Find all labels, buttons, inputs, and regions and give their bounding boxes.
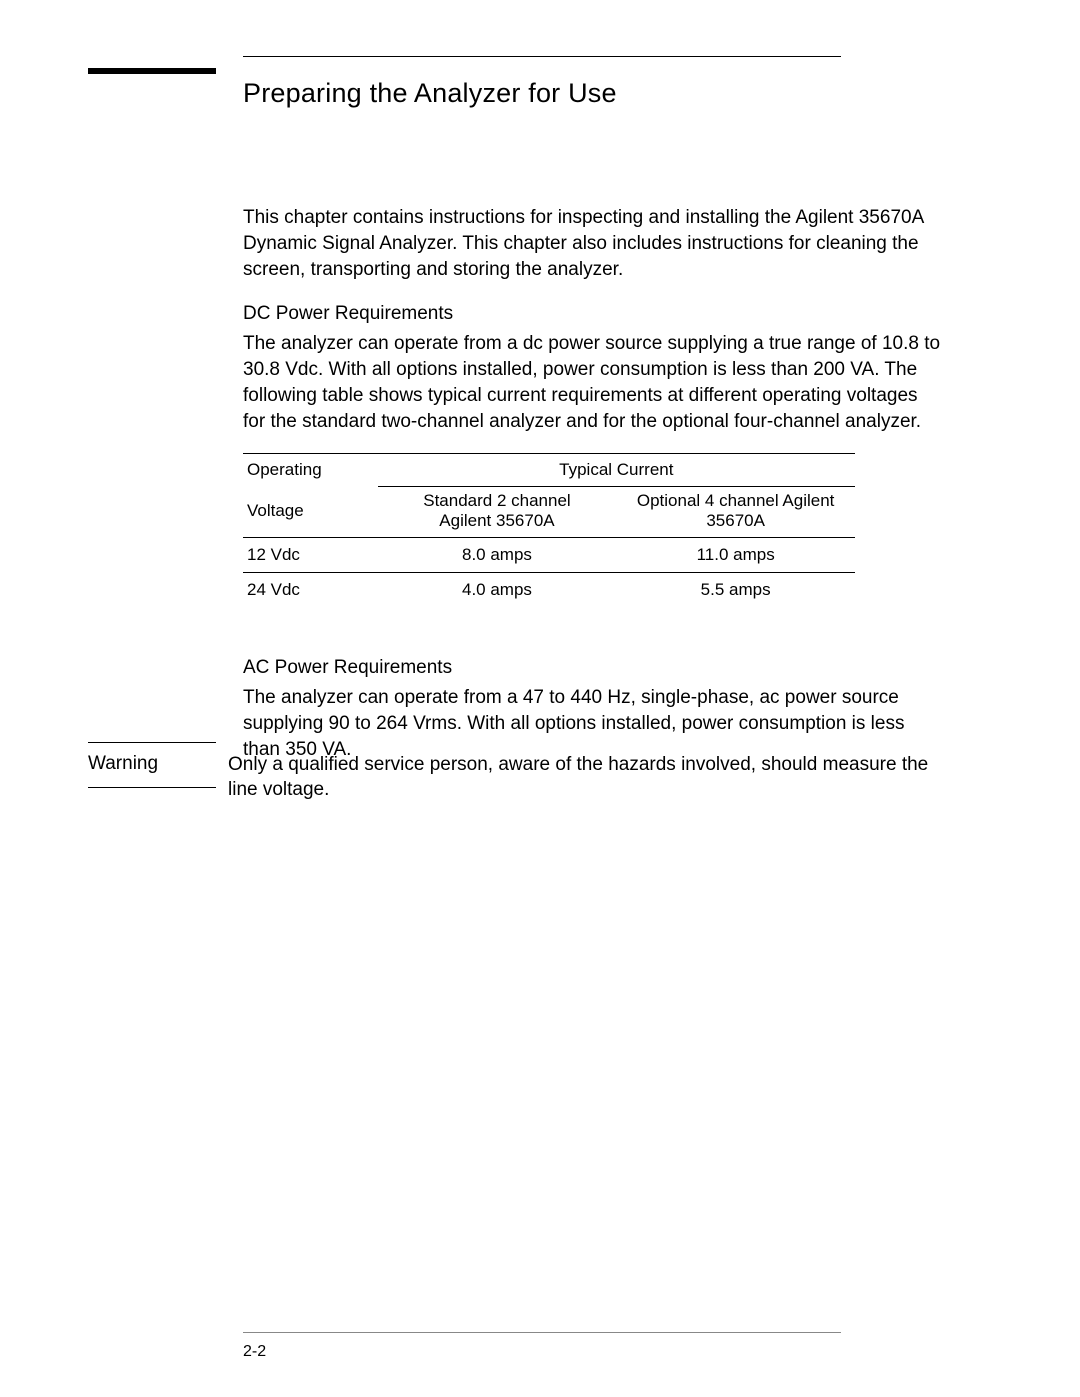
page-number: 2-2 (243, 1343, 266, 1361)
table: Operating Typical Current Voltage Standa… (243, 453, 855, 607)
cell-voltage: 12 Vdc (243, 538, 378, 573)
col-standard-header: Standard 2 channel Agilent 35670A (378, 487, 617, 538)
warning-label: Warning (88, 753, 228, 775)
col-current-span-header: Typical Current (378, 454, 855, 487)
cell-optional: 5.5 amps (616, 573, 855, 608)
warning-rule-top (88, 742, 216, 743)
table-row: 24 Vdc 4.0 amps 5.5 amps (243, 573, 855, 608)
cell-voltage: 24 Vdc (243, 573, 378, 608)
warning-rule-bottom (88, 787, 216, 788)
warning-block: Warning Only a qualified service person,… (88, 742, 943, 802)
header-rule (243, 56, 841, 57)
cell-standard: 8.0 amps (378, 538, 617, 573)
col-optional-header: Optional 4 channel Agilent 35670A (616, 487, 855, 538)
dc-heading: DC Power Requirements (243, 301, 943, 327)
footer-rule (243, 1332, 841, 1333)
cell-optional: 11.0 amps (616, 538, 855, 573)
warning-body: Only a qualified service person, aware o… (184, 742, 943, 802)
dc-paragraph: The analyzer can operate from a dc power… (243, 331, 943, 435)
col-voltage-header-2: Voltage (243, 487, 378, 538)
cell-standard: 4.0 amps (378, 573, 617, 608)
warning-label-column: Warning (88, 742, 228, 788)
intro-paragraph: This chapter contains instructions for i… (243, 205, 943, 283)
table-row: 12 Vdc 8.0 amps 11.0 amps (243, 538, 855, 573)
content-column: This chapter contains instructions for i… (243, 205, 943, 781)
current-requirements-table: Operating Typical Current Voltage Standa… (243, 453, 855, 607)
chapter-title: Preparing the Analyzer for Use (243, 78, 617, 109)
ac-heading: AC Power Requirements (243, 655, 943, 681)
col-voltage-header-1: Operating (243, 454, 378, 487)
page: Preparing the Analyzer for Use This chap… (0, 0, 1080, 1397)
chapter-marker-bar (88, 68, 216, 74)
